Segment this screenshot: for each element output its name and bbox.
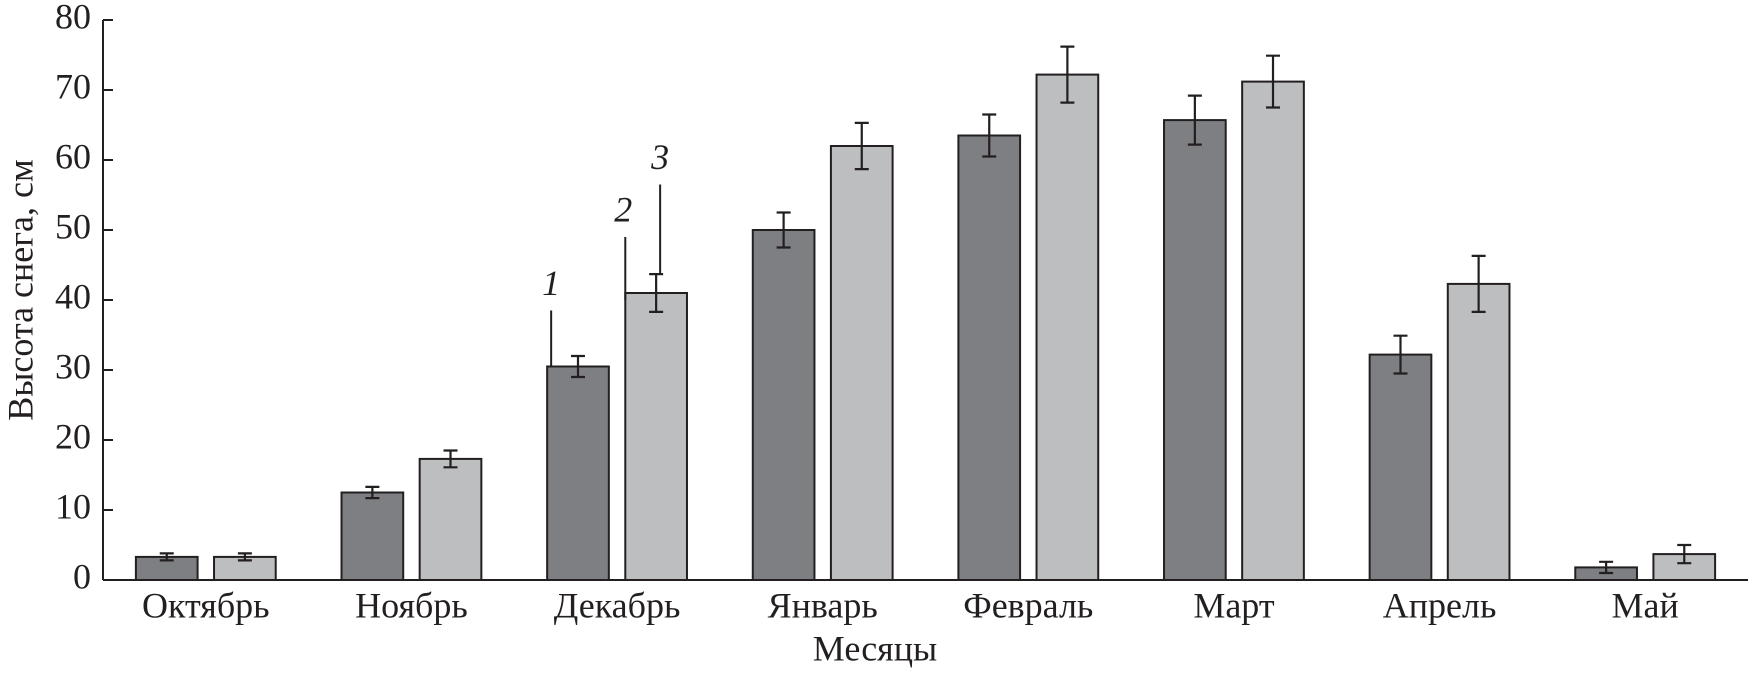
- bar: [829, 145, 894, 581]
- x-tick-label: Ноябрь: [355, 585, 468, 625]
- error-bar: [159, 552, 174, 562]
- error-bar: [1471, 254, 1486, 313]
- x-tick-label: Октябрь: [142, 585, 270, 625]
- bar: [1163, 119, 1227, 581]
- bar: [340, 491, 405, 581]
- y-tick-label: 20: [55, 416, 91, 456]
- error-bar: [854, 121, 869, 171]
- error-bar: [776, 211, 791, 249]
- y-axis-label: Высота снега, см: [0, 159, 40, 421]
- error-bar: [237, 552, 252, 562]
- bar: [546, 365, 610, 581]
- bar: [418, 457, 483, 581]
- error-bar: [1599, 560, 1614, 575]
- y-tick-label: 80: [55, 0, 91, 36]
- y-tick-label: 10: [55, 486, 91, 526]
- bar: [624, 292, 688, 581]
- bar: [957, 134, 1022, 581]
- bar: [1241, 80, 1305, 581]
- y-tick-label: 70: [55, 66, 91, 106]
- error-bar: [443, 449, 458, 469]
- error-bar: [1187, 94, 1202, 146]
- x-tick-label: Май: [1612, 585, 1679, 625]
- y-tick-label: 30: [55, 346, 91, 386]
- y-tick-label: 40: [55, 276, 91, 316]
- error-bar: [1393, 334, 1408, 375]
- error-bar: [1266, 54, 1281, 109]
- x-tick-label: Февраль: [963, 585, 1093, 625]
- y-tick-label: 0: [73, 556, 91, 596]
- bar: [1368, 353, 1433, 581]
- annotation: 3: [650, 137, 669, 177]
- x-tick-label: Март: [1193, 585, 1275, 625]
- error-bar: [1677, 543, 1692, 565]
- y-tick-label: 50: [55, 206, 91, 246]
- error-bar: [570, 354, 585, 379]
- error-bar: [982, 113, 997, 158]
- x-tick-label: Январь: [768, 585, 878, 625]
- x-tick-label: Декабрь: [554, 585, 681, 625]
- x-tick-label: Апрель: [1383, 585, 1497, 625]
- annotation: 1: [542, 263, 560, 303]
- annotation: 2: [614, 189, 632, 229]
- y-tick-label: 60: [55, 136, 91, 176]
- x-axis-label: Месяцы: [813, 628, 937, 668]
- error-bar: [1060, 45, 1075, 104]
- bar: [1035, 73, 1100, 581]
- error-bar: [365, 485, 380, 500]
- bar: [1446, 282, 1511, 581]
- bar: [751, 229, 816, 581]
